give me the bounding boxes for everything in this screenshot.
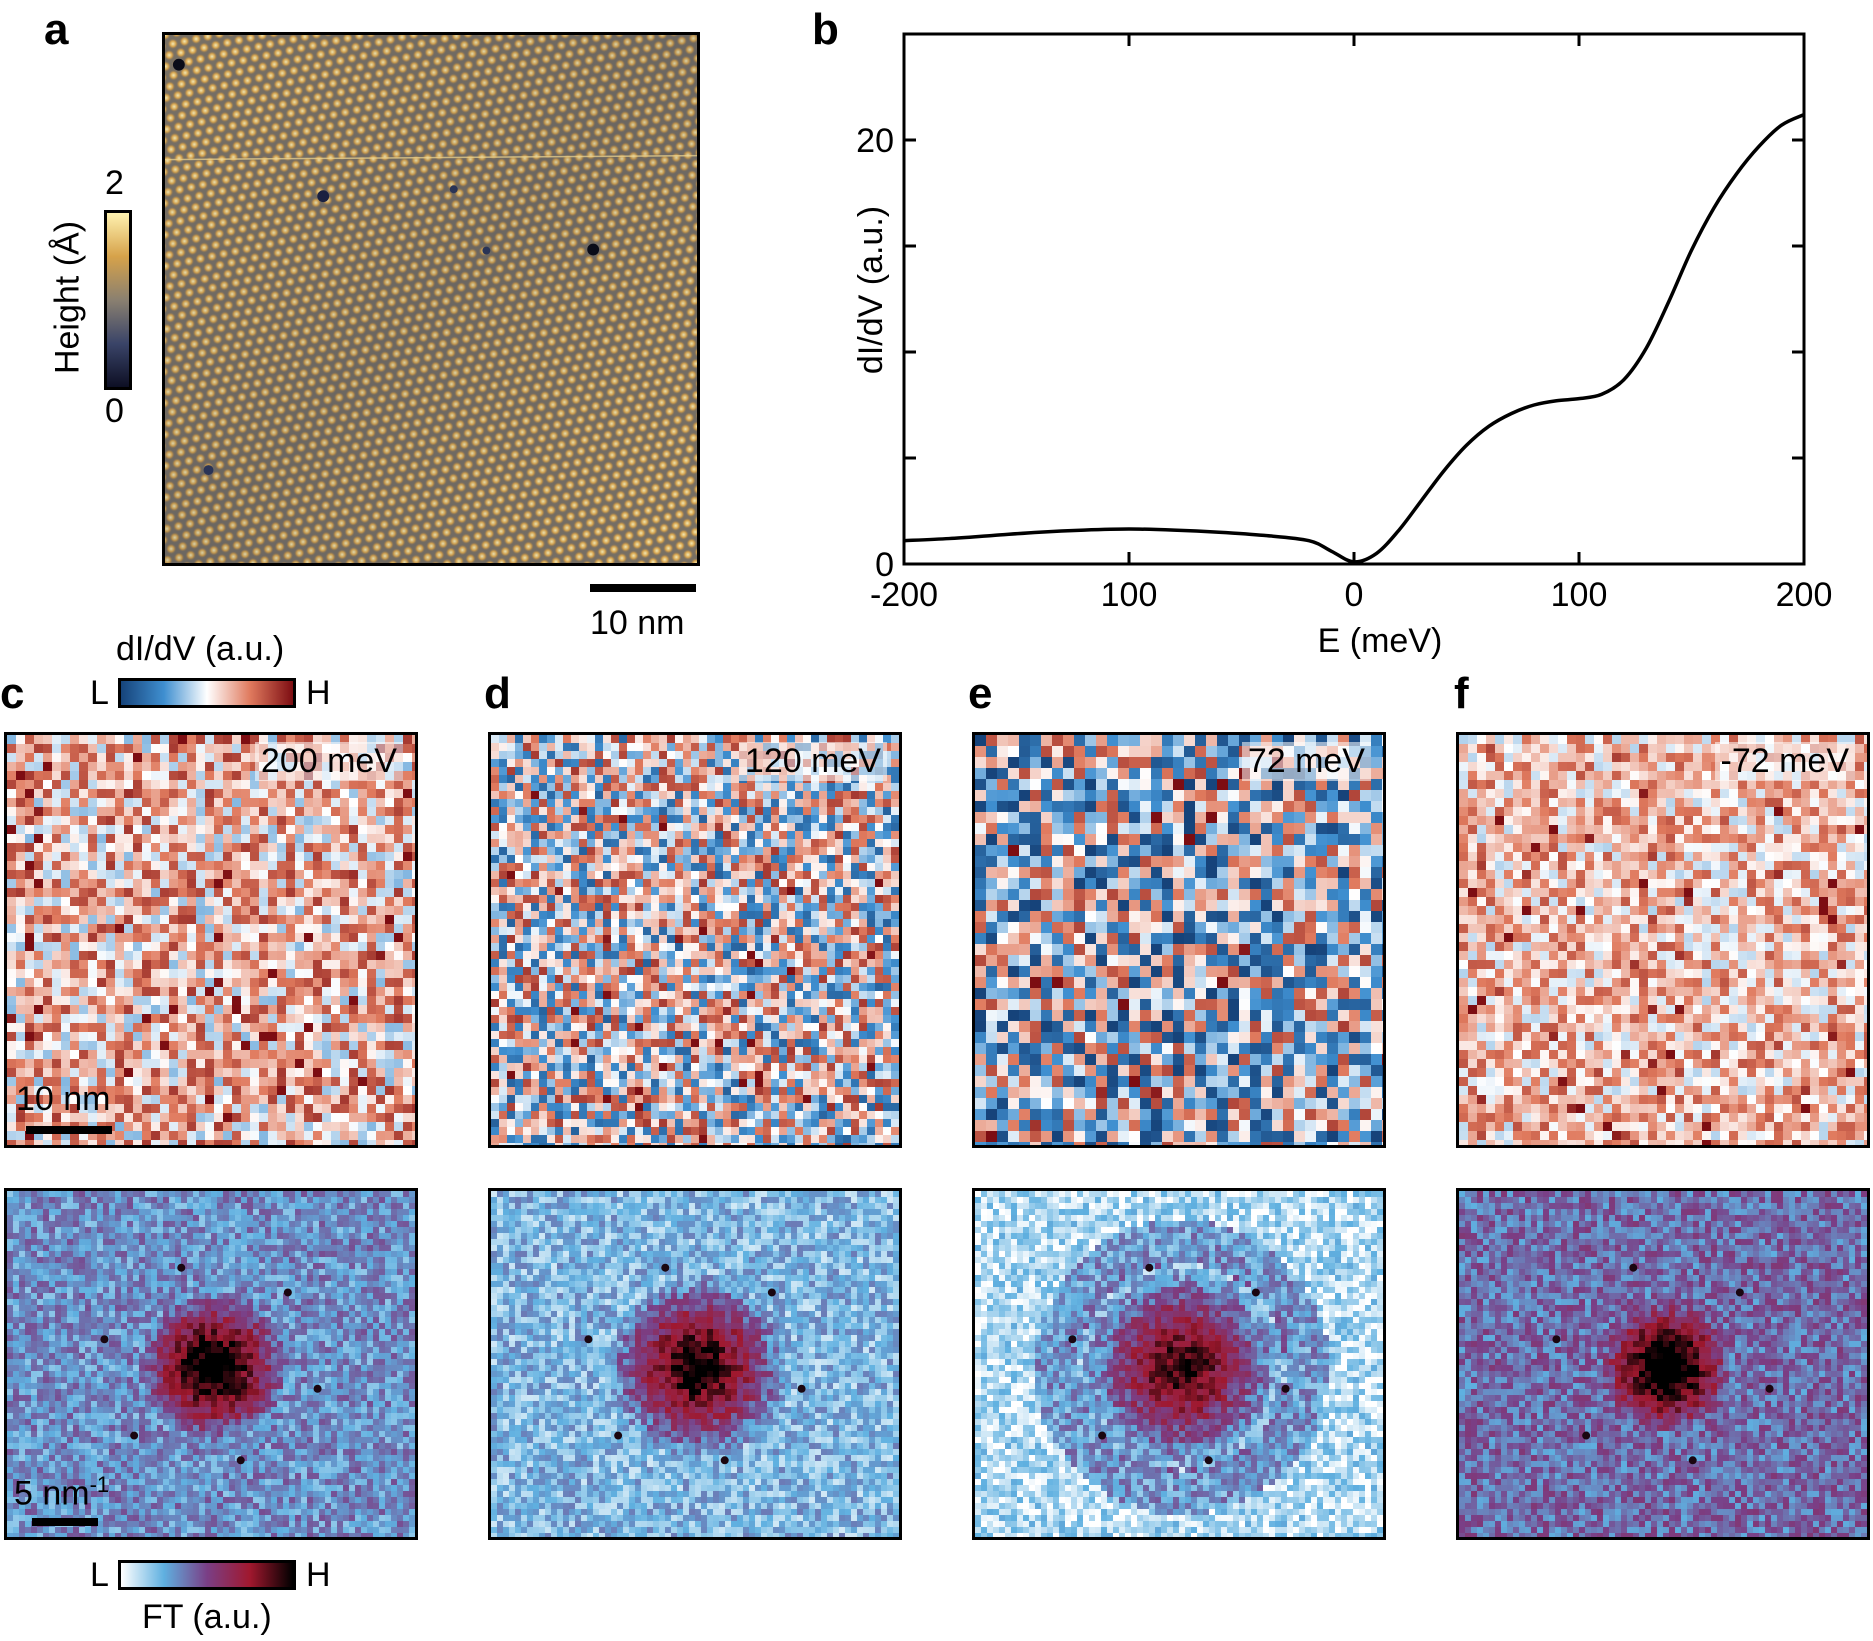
chart-x-axis-label: E (meV) <box>1318 622 1443 660</box>
map-scalebar <box>26 1126 112 1134</box>
chart-x-tick-label: -200 <box>870 576 938 614</box>
chart-x-tick-label: 0 <box>1345 576 1364 614</box>
ft-cbar-label: FT (a.u.) <box>142 1598 272 1637</box>
energy-label-f: -72 meV <box>1714 742 1855 781</box>
ft-scalebar-sup: -1 <box>90 1472 110 1497</box>
didv-cbar-low: L <box>90 674 109 713</box>
topo-scalebar <box>590 584 696 592</box>
chart-y-tick-label: 20 <box>856 122 894 160</box>
didv-spectrum-chart: -200 100 0 100 200 0 20 E (meV) dI/dV (a.u.) <box>852 32 1833 660</box>
panel-letter-a: a <box>44 8 68 52</box>
ft-map-c <box>4 1188 418 1540</box>
topo-cbar-min: 0 <box>105 392 124 431</box>
panel-letter-f: f <box>1454 672 1469 716</box>
chart-x-tick-label: 100 <box>1551 576 1608 614</box>
topo-colorbar <box>104 210 132 390</box>
didv-map-e <box>972 732 1386 1148</box>
panel-letter-b: b <box>812 8 839 52</box>
ft-colorbar <box>118 1560 296 1590</box>
ft-scalebar-text: 5 nm <box>14 1474 90 1512</box>
panel-letter-e: e <box>968 672 992 716</box>
didv-cbar-high: H <box>306 674 331 713</box>
ft-scalebar <box>32 1518 98 1526</box>
topo-scalebar-label: 10 nm <box>590 604 685 643</box>
panel-letter-c: c <box>0 672 24 716</box>
chart-y-axis-label: dI/dV (a.u.) <box>852 206 890 374</box>
map-scalebar-label: 10 nm <box>16 1080 111 1119</box>
topo-colorbar-label: Height (Å) <box>49 208 88 388</box>
chart-series-line <box>903 112 1805 564</box>
chart-x-tick-label: 100 <box>1101 576 1158 614</box>
chart-y-tick-label: 0 <box>875 546 894 584</box>
didv-map-d <box>488 732 902 1148</box>
topography-image <box>162 32 700 566</box>
didv-cbar-label: dI/dV (a.u.) <box>116 630 284 669</box>
chart-x-tick-label: 200 <box>1776 576 1833 614</box>
ft-map-d <box>488 1188 902 1540</box>
ft-map-f <box>1456 1188 1870 1540</box>
ft-map-e <box>972 1188 1386 1540</box>
ft-cbar-high: H <box>306 1556 331 1595</box>
panel-letter-d: d <box>484 672 511 716</box>
energy-label-d: 120 meV <box>738 742 887 781</box>
didv-map-c <box>4 732 418 1148</box>
energy-label-e: 72 meV <box>1241 742 1371 781</box>
didv-colorbar <box>118 678 296 708</box>
topo-cbar-max: 2 <box>105 164 124 203</box>
ft-scalebar-label: 5 nm-1 <box>14 1472 109 1513</box>
ft-cbar-low: L <box>90 1556 109 1595</box>
energy-label-c: 200 meV <box>254 742 403 781</box>
didv-map-f <box>1456 732 1870 1148</box>
